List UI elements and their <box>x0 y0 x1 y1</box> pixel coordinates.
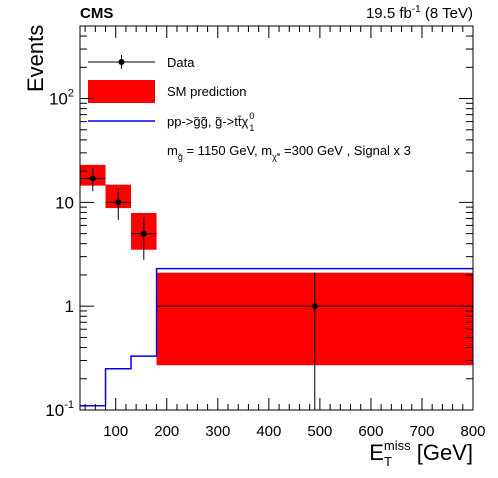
cms-label: CMS <box>80 5 113 22</box>
data-point-2 <box>140 230 147 237</box>
axes: 100 200 300 400 500 600 700 800 10-1 1 10 102 <box>45 25 486 440</box>
legend-signal-label: pp->g̃g̃, g̃->tt̄χ0 1 <box>167 111 254 133</box>
x-tick-label-1: 200 <box>154 423 179 440</box>
data-point-1 <box>115 199 122 206</box>
y-tick-label-3: 102 <box>49 88 74 109</box>
lumi-energy: (8 TeV) <box>421 5 473 22</box>
y-tick-label-1: 1 <box>65 297 74 316</box>
legend-sm-swatch <box>88 80 155 103</box>
lumi-value: 19.5 fb <box>366 5 412 22</box>
legend-sm-label: SM prediction <box>167 84 246 99</box>
data-series <box>80 167 473 410</box>
x-axis-label: ETmiss [GeV] <box>369 438 473 469</box>
legend-data-label: Data <box>167 55 195 70</box>
x-tick-label-0: 100 <box>103 423 128 440</box>
lumi-exponent: -1 <box>412 4 421 15</box>
data-point-0 <box>89 175 96 182</box>
plot-frame <box>79 25 474 411</box>
x-tick-label-2: 300 <box>205 423 230 440</box>
legend-signal-note: mg̃ = 1150 GeV, mχ̃° =300 GeV , Signal x… <box>167 143 411 162</box>
x-tick-label-7: 800 <box>460 423 485 440</box>
data-point-3 <box>311 303 318 310</box>
legend: Data SM prediction pp->g̃g̃, g̃->tt̄χ0 1 … <box>88 55 411 162</box>
y-tick-label-2: 10 <box>55 193 74 212</box>
sm-prediction-series <box>80 164 473 366</box>
y-axis-label: Events <box>23 25 48 92</box>
legend-data-marker <box>118 59 125 65</box>
x-tick-label-5: 600 <box>358 423 383 440</box>
y-tick-label-0: 10-1 <box>45 399 74 420</box>
signal-histogram-line <box>80 267 473 407</box>
x-tick-label-3: 400 <box>256 423 281 440</box>
lumi-label: 19.5 fb-1 (8 TeV) <box>366 4 473 22</box>
x-tick-label-4: 500 <box>307 423 332 440</box>
x-tick-label-6: 700 <box>409 423 434 440</box>
signal-series <box>80 267 473 407</box>
